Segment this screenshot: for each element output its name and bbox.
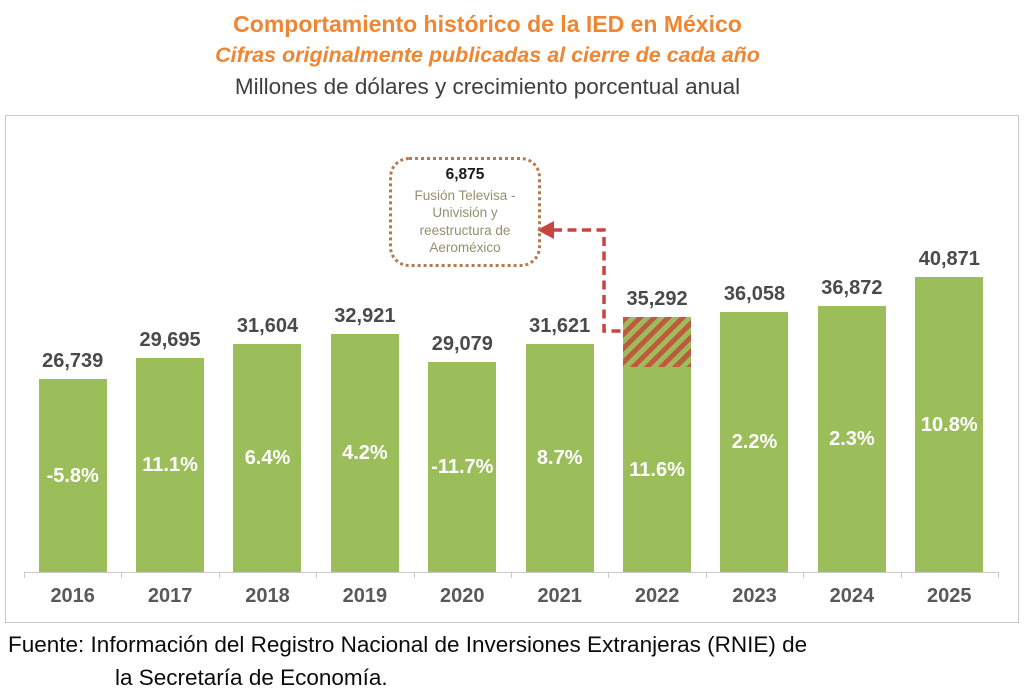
growth-label-2022: 11.6% — [629, 458, 685, 481]
x-axis-tick — [705, 572, 707, 578]
year-label-2020: 2020 — [440, 585, 485, 607]
chart-plot: 6,875 Fusión Televisa - Univisión y rees… — [6, 116, 1018, 622]
x-axis-tick — [121, 572, 123, 578]
source-note: Fuente: Información del Registro Naciona… — [8, 629, 807, 694]
x-axis-tick — [998, 572, 999, 578]
hatch-overlay-2022 — [623, 317, 692, 367]
year-label-2017: 2017 — [147, 585, 193, 607]
bar-2022 — [623, 317, 692, 572]
bar-2016 — [38, 379, 107, 572]
year-label-2025: 2025 — [927, 585, 972, 607]
growth-label-2025: 10.8% — [920, 413, 978, 436]
bar-slot-2017: 29,695 11.1% — [121, 116, 218, 572]
bar-2023 — [720, 312, 789, 572]
growth-label-2024: 2.3% — [829, 428, 875, 450]
bar-2021 — [525, 344, 594, 572]
bar-slot-2025: 40,871 10.8% — [901, 116, 998, 572]
chart-frame: 6,875 Fusión Televisa - Univisión y rees… — [5, 115, 1019, 623]
x-axis-tick — [413, 572, 415, 578]
bar-slot-2022: 35,292 11.6% — [608, 116, 705, 572]
bar-2020 — [428, 362, 497, 572]
value-label-2019: 32,921 — [334, 305, 396, 327]
value-label-2025: 40,871 — [918, 248, 980, 270]
bar-slot-2023: 36,058 2.2% — [706, 116, 803, 572]
value-label-2017: 29,695 — [139, 329, 201, 351]
year-label-2019: 2019 — [342, 585, 388, 607]
page-title: Comportamiento histórico de la IED en Mé… — [233, 11, 742, 37]
value-label-2024: 36,872 — [821, 277, 883, 299]
growth-label-2020: -11.7% — [431, 456, 494, 478]
year-label-2023: 2023 — [732, 585, 777, 607]
bar-2019 — [330, 334, 399, 572]
growth-label-2019: 4.2% — [342, 442, 388, 464]
annotation-box: 6,875 Fusión Televisa - Univisión y rees… — [389, 157, 541, 267]
chart-subtitle: Cifras originalmente publicadas al cierr… — [215, 43, 760, 67]
x-axis-tick — [608, 572, 610, 578]
source-line-2: la Secretaría de Economía. — [115, 664, 388, 690]
year-label-2016: 2016 — [50, 585, 95, 607]
x-axis-tick — [900, 572, 902, 578]
value-label-2020: 29,079 — [431, 333, 493, 355]
bar-slot-2021: 31,621 8.7% — [511, 116, 608, 572]
year-label-2022: 2022 — [634, 585, 680, 607]
annotation-value: 6,875 — [445, 166, 485, 183]
bar-slot-2019: 32,921 4.2% — [316, 116, 413, 572]
bar-slot-2018: 31,604 6.4% — [219, 116, 316, 572]
value-label-2018: 31,604 — [236, 315, 299, 337]
bar-2025 — [915, 277, 984, 572]
year-label-2018: 2018 — [245, 585, 290, 607]
bar-slot-2020: 29,079 -11.7% — [414, 116, 511, 572]
value-label-2021: 31,621 — [529, 315, 591, 337]
chart-units-label: Millones de dólares y crecimiento porcen… — [234, 73, 741, 99]
source-line-1: Fuente: Información del Registro Naciona… — [8, 632, 808, 657]
bar-2024 — [817, 306, 886, 572]
value-label-2023: 36,058 — [723, 283, 786, 305]
value-label-2022: 35,292 — [626, 288, 688, 310]
x-axis-tick — [218, 572, 220, 578]
annotation-text: Fusión Televisa - Univisión y reestructu… — [414, 187, 516, 256]
bar-slot-2024: 36,872 2.3% — [803, 116, 900, 572]
value-label-2016: 26,739 — [42, 350, 104, 372]
growth-label-2018: 6.4% — [244, 447, 291, 469]
bar-2017 — [136, 358, 205, 572]
year-label-2021: 2021 — [537, 585, 582, 607]
x-axis-tick — [316, 572, 318, 578]
x-axis-tick — [803, 572, 805, 578]
year-label-2024: 2024 — [829, 585, 875, 607]
growth-label-2021: 8.7% — [536, 447, 583, 469]
x-axis-tick — [511, 572, 512, 578]
chart-header: Comportamiento histórico de la IED en Mé… — [0, 0, 975, 98]
growth-label-2017: 11.1% — [142, 454, 198, 476]
bar-2018 — [233, 344, 302, 572]
x-axis-tick — [24, 572, 25, 578]
growth-label-2016: -5.8% — [46, 464, 99, 487]
growth-label-2023: 2.2% — [731, 431, 778, 453]
bar-slot-2016: 26,739 -5.8% — [24, 116, 121, 572]
